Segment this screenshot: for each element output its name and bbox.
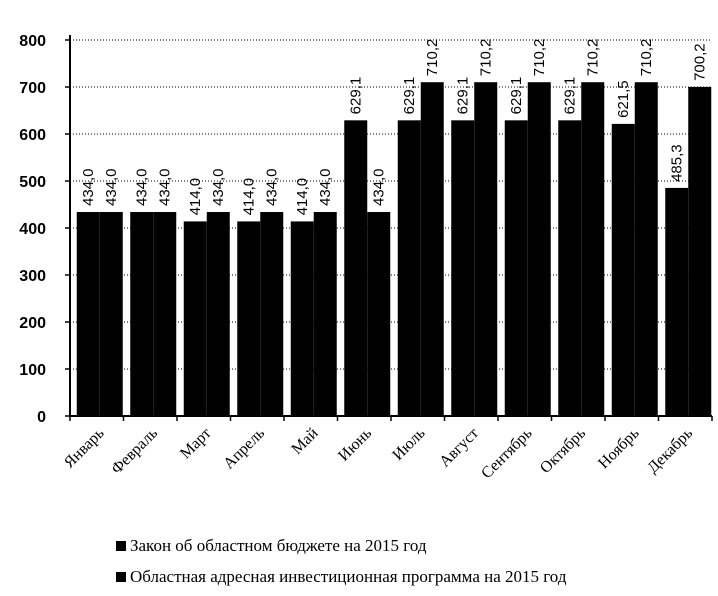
grid-lines: [70, 39, 712, 370]
bar-series-2: [474, 82, 498, 417]
data-label-series-1: 414,0: [294, 178, 311, 216]
legend-item-series-2: Областная адресная инвестиционная програ…: [116, 567, 566, 587]
x-category-label: Декабрь: [644, 425, 696, 477]
y-tick-label: 0: [37, 409, 46, 426]
bar-series-1: [397, 120, 421, 416]
bar-series-2: [581, 82, 605, 417]
data-label-series-2: 434,0: [210, 168, 227, 206]
data-label-series-2: 710,2: [638, 39, 655, 77]
legend-swatch: [116, 541, 126, 551]
data-label-series-1: 414,0: [241, 178, 258, 216]
bar-series-2: [260, 212, 284, 416]
x-category-label: Август: [436, 425, 482, 471]
x-category-label: Январь: [61, 425, 108, 472]
x-category-label: Октябрь: [537, 425, 589, 477]
y-tick-label: 700: [19, 80, 46, 97]
data-label-series-1: 414,0: [187, 178, 204, 216]
data-label-series-1: 629,1: [348, 77, 365, 115]
data-label-series-2: 710,2: [585, 39, 602, 77]
y-tick-label: 800: [19, 33, 46, 50]
bar-series-2: [688, 86, 712, 416]
x-axis-categories: Январь Февраль Март Апрель Май Июнь Июль Август…: [61, 424, 696, 482]
y-axis-ticks: 0 100 200 300 400 500 600 700 800: [19, 33, 70, 426]
y-tick-label: 600: [19, 127, 46, 144]
bar-series-2: [313, 212, 337, 416]
data-label-series-2: 710,2: [531, 39, 548, 77]
bar-series-2: [527, 82, 551, 417]
bar-series-1: [344, 120, 368, 416]
bar-series-1: [183, 221, 207, 416]
data-label-series-2: 710,2: [478, 39, 495, 77]
y-tick-label: 200: [19, 315, 46, 332]
bar-series-1: [558, 120, 582, 416]
x-category-label: Ноябрь: [595, 425, 642, 472]
x-category-label: Сентябрь: [478, 425, 535, 482]
data-label-series-1: 434,0: [80, 168, 97, 206]
bars: [76, 82, 712, 417]
legend-label: Закон об областном бюджете на 2015 год: [130, 536, 427, 555]
y-tick-label: 500: [19, 174, 46, 191]
data-label-series-2: 710,2: [424, 39, 441, 77]
legend-label: Областная адресная инвестиционная програ…: [130, 567, 567, 586]
bar-series-2: [206, 212, 230, 416]
x-category-label: Апрель: [220, 425, 268, 473]
data-label-series-2: 434,0: [371, 168, 388, 206]
bar-series-1: [290, 221, 314, 416]
data-label-series-1: 629,1: [562, 77, 579, 115]
data-label-series-1: 621,5: [615, 80, 632, 118]
data-label-series-1: 629,1: [455, 77, 472, 115]
bar-series-1: [611, 123, 635, 417]
data-label-series-1: 629,1: [401, 77, 418, 115]
x-category-label: Май: [288, 424, 321, 457]
data-label-series-2: 434,0: [157, 168, 174, 206]
legend-swatch: [116, 572, 126, 582]
data-label-series-1: 485,3: [669, 144, 686, 182]
data-label-series-2: 434,0: [317, 168, 334, 206]
x-category-label: Июнь: [335, 425, 375, 465]
axes: [69, 35, 713, 421]
bar-series-1: [130, 212, 154, 416]
y-tick-label: 400: [19, 221, 46, 238]
data-labels: 434,0 434,0 434,0 434,0 414,0 434,0 414,0 434,0…: [80, 39, 709, 216]
bar-series-1: [76, 212, 100, 416]
data-label-series-2: 434,0: [103, 168, 120, 206]
data-label-series-2: 434,0: [264, 168, 281, 206]
bar-series-2: [99, 212, 123, 416]
bar-series-2: [153, 212, 177, 416]
bar-series-1: [237, 221, 261, 416]
x-category-label: Февраль: [108, 425, 161, 478]
legend-item-series-1: Закон об областном бюджете на 2015 год: [116, 536, 427, 556]
data-label-series-1: 434,0: [134, 168, 151, 206]
bar-series-2: [420, 82, 444, 417]
data-label-series-2: 700,2: [692, 43, 709, 81]
bar-series-1: [504, 120, 528, 416]
bar-series-2: [367, 212, 391, 416]
bar-series-1: [451, 120, 475, 416]
x-category-label: Июль: [389, 425, 428, 464]
bar-series-2: [634, 82, 658, 417]
y-tick-label: 100: [19, 362, 46, 379]
y-tick-label: 300: [19, 268, 46, 285]
data-label-series-1: 629,1: [508, 77, 525, 115]
bar-series-1: [665, 187, 689, 416]
x-category-label: Март: [177, 425, 215, 463]
